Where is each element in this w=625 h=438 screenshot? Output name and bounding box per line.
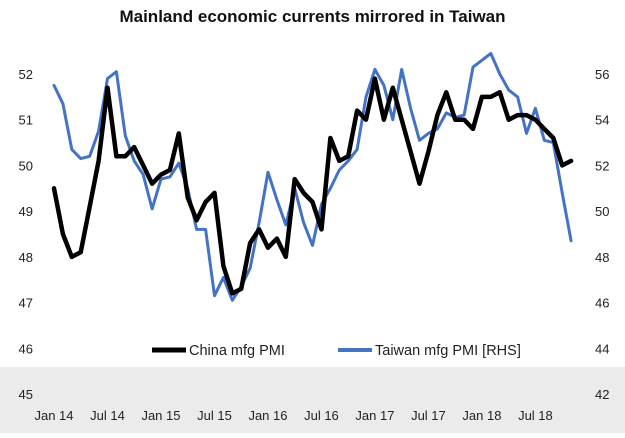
left-tick-label: 51 xyxy=(19,113,33,128)
x-tick-label: Jul 15 xyxy=(197,408,232,423)
left-tick-label: 46 xyxy=(19,341,33,356)
right-tick-label: 46 xyxy=(595,296,609,311)
chart-title: Mainland economic currents mirrored in T… xyxy=(119,7,505,26)
left-tick-label: 52 xyxy=(19,67,33,82)
left-tick-label: 48 xyxy=(19,250,33,265)
right-tick-label: 56 xyxy=(595,67,609,82)
footer-band xyxy=(0,367,625,433)
right-tick-label: 52 xyxy=(595,158,609,173)
legend-label-taiwan: Taiwan mfg PMI [RHS] xyxy=(375,343,521,359)
series-line-taiwan-mfg-pmi xyxy=(52,51,573,302)
right-tick-label: 42 xyxy=(595,387,609,402)
legend-label-china: China mfg PMI xyxy=(189,343,285,359)
left-tick-label: 47 xyxy=(19,296,33,311)
x-tick-label: Jan 16 xyxy=(248,408,287,423)
x-tick-label: Jan 15 xyxy=(141,408,180,423)
series-line-china-mfg-pmi xyxy=(51,76,574,296)
x-tick-label: Jul 14 xyxy=(90,408,125,423)
legend: China mfg PMI Taiwan mfg PMI [RHS] xyxy=(152,343,521,359)
x-tick-label: Jan 18 xyxy=(462,408,501,423)
x-axis: Jan 14 Jul 14 Jan 15 Jul 15 Jan 16 Jul 16 Jan … xyxy=(34,408,552,423)
x-tick-label: Jul 18 xyxy=(518,408,553,423)
left-tick-label: 45 xyxy=(19,387,33,402)
x-tick-label: Jan 17 xyxy=(355,408,394,423)
x-tick-label: Jul 17 xyxy=(411,408,446,423)
right-tick-label: 44 xyxy=(595,341,609,356)
left-tick-label: 50 xyxy=(19,158,33,173)
right-tick-label: 48 xyxy=(595,250,609,265)
right-axis: 42 44 46 48 50 52 54 56 xyxy=(595,67,609,402)
left-axis: 45 46 47 48 49 50 51 52 xyxy=(19,67,33,402)
right-tick-label: 50 xyxy=(595,204,609,219)
x-tick-label: Jan 14 xyxy=(34,408,73,423)
x-tick-label: Jul 16 xyxy=(304,408,339,423)
right-tick-label: 54 xyxy=(595,113,609,128)
left-tick-label: 49 xyxy=(19,204,33,219)
series-layer xyxy=(51,51,574,302)
